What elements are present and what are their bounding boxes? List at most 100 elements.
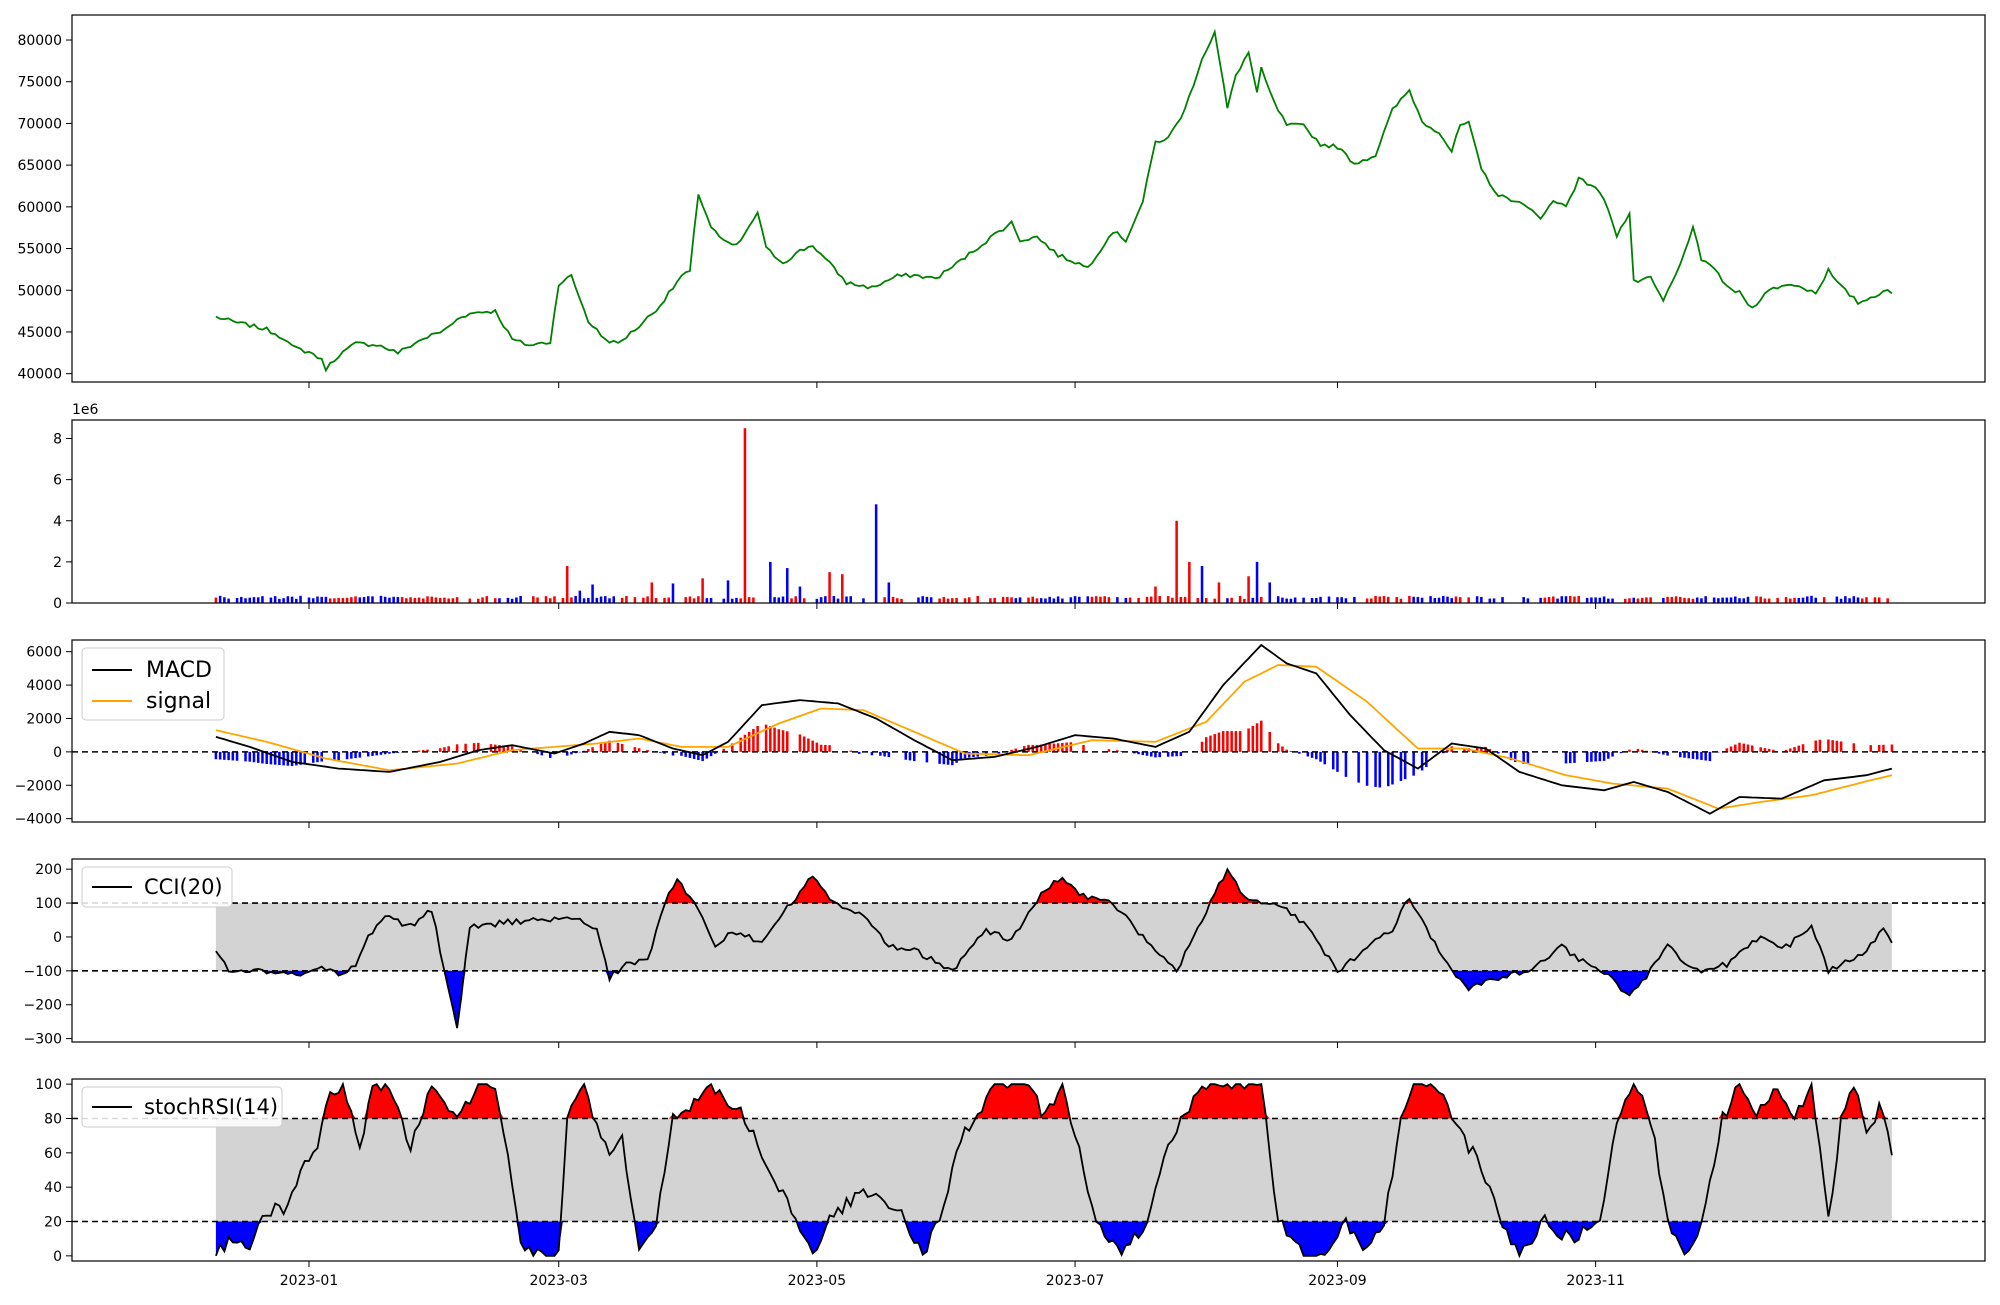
- volume-bar: [1019, 597, 1022, 603]
- volume-bar: [1442, 596, 1445, 603]
- y-tick-label: 0: [53, 930, 62, 946]
- volume-bar: [1180, 597, 1183, 603]
- volume-bar: [604, 596, 607, 603]
- x-tick-label: 2023-05: [788, 1273, 847, 1289]
- macd-hist-bar: [803, 736, 806, 751]
- volume-bar: [1861, 598, 1864, 603]
- macd-hist-bar: [701, 752, 704, 761]
- volume-bar: [1150, 597, 1153, 603]
- volume-bar: [1031, 597, 1034, 603]
- volume-bar: [744, 428, 747, 603]
- volume-bar: [1493, 598, 1496, 603]
- volume-bar: [1002, 597, 1005, 603]
- y-tick-label: 4: [53, 514, 62, 530]
- macd-hist-bar: [1747, 745, 1750, 752]
- volume-bar: [1247, 576, 1250, 603]
- volume-bar: [1683, 598, 1686, 603]
- macd-hist-bar: [1586, 752, 1589, 762]
- macd-hist-bar: [638, 748, 641, 752]
- volume-bar: [350, 597, 353, 603]
- macd-hist-bar: [811, 741, 814, 752]
- macd-hist-bar: [261, 752, 264, 764]
- volume-bar: [1095, 596, 1098, 603]
- macd-hist-bar: [244, 752, 247, 761]
- volume-bar: [1480, 597, 1483, 603]
- volume-bar: [1641, 598, 1644, 603]
- macd-hist-bar: [816, 743, 819, 752]
- volume-bar: [930, 597, 933, 603]
- volume-bar: [1006, 597, 1009, 603]
- macd-hist-bar: [1683, 752, 1686, 758]
- macd-hist-bar: [943, 752, 946, 764]
- oversold-fill: [216, 971, 1892, 1028]
- volume-bar: [515, 597, 518, 603]
- volume-bar: [456, 597, 459, 603]
- volume-bar: [778, 597, 781, 603]
- macd-hist-bar: [968, 752, 971, 758]
- macd-hist-bar: [1400, 752, 1403, 781]
- volume-bar: [1434, 598, 1437, 603]
- volume-bar: [976, 596, 979, 603]
- volume-bar: [1412, 597, 1415, 603]
- macd-hist-bar: [1607, 752, 1610, 759]
- volume-bar: [392, 597, 395, 603]
- volume-bar: [1158, 596, 1161, 603]
- volume-bar: [600, 596, 603, 603]
- macd-hist-bar: [337, 752, 340, 760]
- volume-bar: [1577, 596, 1580, 603]
- volume-bar: [1594, 597, 1597, 603]
- volume-bar: [964, 598, 967, 603]
- macd-hist-bar: [253, 752, 256, 762]
- volume-bar: [1489, 599, 1492, 603]
- x-tick-label: 2023-09: [1308, 1273, 1367, 1289]
- y-tick-label: 60: [44, 1146, 62, 1162]
- y-tick-label: 0: [53, 596, 62, 612]
- macd-hist-bar: [1230, 731, 1233, 752]
- macd-hist-bar: [1569, 752, 1572, 763]
- volume-bar: [1053, 598, 1056, 603]
- macd-hist-bar: [1235, 731, 1238, 752]
- macd-hist-bar: [1700, 752, 1703, 760]
- y-tick-label: 40000: [17, 367, 62, 383]
- volume-bar: [1645, 597, 1648, 603]
- macd-hist-bar: [1679, 752, 1682, 757]
- macd-hist-bar: [858, 752, 861, 754]
- volume-bar: [651, 582, 654, 603]
- volume-bar: [1721, 598, 1724, 603]
- macd-hist-bar: [1387, 752, 1390, 786]
- volume-bar: [1764, 599, 1767, 603]
- macd-hist-bar: [1687, 752, 1690, 758]
- y-tick-label: 6: [53, 473, 62, 489]
- volume-panel: 0 2 4 6 8 1e6: [53, 402, 1985, 612]
- macd-hist-bar: [1628, 750, 1631, 752]
- y-tick-label: 80000: [17, 33, 62, 49]
- macd-hist-bar: [1239, 731, 1242, 752]
- volume-bar: [697, 596, 700, 603]
- volume-bar: [794, 596, 797, 603]
- macd-hist-bar: [1882, 745, 1885, 752]
- volume-bar: [278, 599, 281, 603]
- y-tick-label: 50000: [17, 283, 62, 299]
- volume-bar: [570, 597, 573, 603]
- volume-bar: [1421, 598, 1424, 603]
- macd-hist-bar: [926, 752, 929, 763]
- macd-legend: MACD signal: [82, 648, 224, 720]
- volume-bar: [1704, 596, 1707, 603]
- macd-hist-bar: [617, 743, 620, 752]
- volume-bar: [1590, 597, 1593, 603]
- y-tick-label: 45000: [17, 325, 62, 341]
- volume-bar: [1848, 598, 1851, 603]
- volume-bar: [1281, 598, 1284, 603]
- macd-hist-bar: [287, 752, 290, 766]
- volume-bar: [1408, 596, 1411, 603]
- volume-bar: [409, 597, 412, 603]
- volume-bar: [469, 599, 472, 603]
- volume-bar: [1010, 597, 1013, 603]
- volume-bar: [591, 584, 594, 603]
- macd-hist-bar: [248, 752, 251, 762]
- volume-bar: [1252, 598, 1255, 603]
- volume-bar: [261, 596, 264, 603]
- volume-bar: [1243, 599, 1246, 603]
- macd-hist-bar: [236, 752, 239, 761]
- macd-hist-bar: [1379, 752, 1382, 788]
